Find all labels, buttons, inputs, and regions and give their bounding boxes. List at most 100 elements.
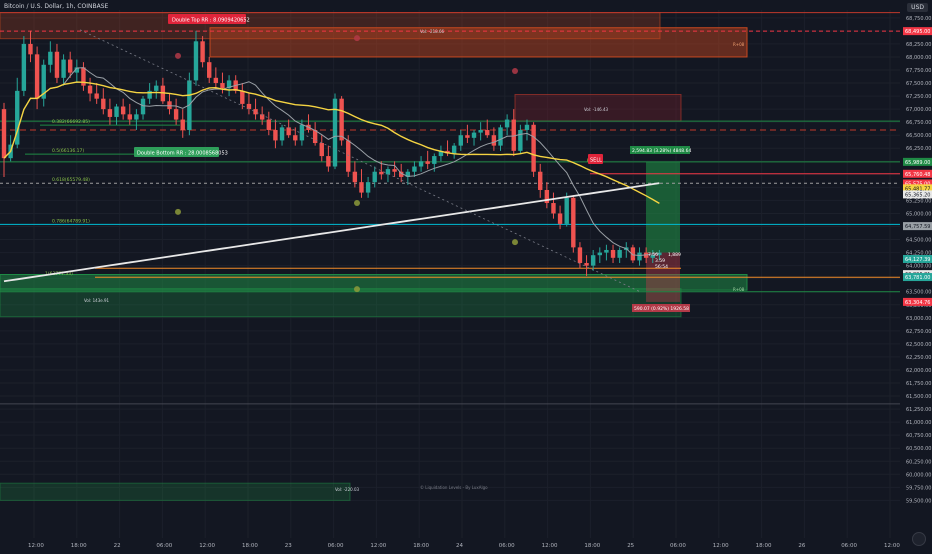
settings-gear-icon[interactable] (912, 532, 926, 546)
candle-body (54, 51, 60, 78)
sell-signal-bg (588, 154, 603, 164)
price-tick: 64,500.00 (906, 238, 931, 244)
time-tick: 24 (456, 543, 463, 549)
candle-body (319, 143, 324, 157)
candle-body (167, 101, 172, 110)
price-label: 65,989.00 (905, 160, 930, 166)
supply-zone (514, 94, 682, 122)
target-label-bg (630, 146, 690, 154)
time-tick: 06:00 (156, 543, 172, 549)
candle-body (352, 171, 358, 183)
candle-body (312, 129, 318, 144)
candle-body (584, 263, 589, 266)
price-label-bg (903, 222, 932, 231)
candle-body (590, 255, 596, 266)
candle-body (293, 135, 298, 141)
zones (0, 12, 748, 501)
double-bottom-label: Double Bottom RR : 28.0008568053 (137, 151, 228, 157)
price-tick: 62,500.00 (906, 342, 931, 348)
candle-body (418, 161, 424, 167)
candle-body (491, 135, 497, 146)
price-tick: 65,250.00 (906, 198, 931, 204)
price-label: 65,365.20 (905, 192, 930, 198)
candle-body (538, 171, 543, 190)
fib-label: 0.786(64789.91) (52, 218, 90, 224)
candle-body (385, 169, 391, 175)
time-axis: 12:00 18:00 22 06:00 12:00 18:00 23 06:00 12:00 1… (0, 538, 932, 550)
pivot-dot (354, 35, 360, 42)
candle-body (399, 171, 404, 177)
candle-body (147, 90, 152, 99)
time-tick: 18:00 (756, 543, 772, 549)
price-tick: 60,750.00 (906, 433, 931, 439)
candle-body (15, 90, 20, 145)
candles (1, 30, 662, 277)
demand-zone (0, 482, 351, 501)
candle-body (485, 129, 490, 136)
supply-zone (0, 12, 661, 40)
candle-body (266, 119, 271, 130)
candle-body (412, 166, 417, 172)
price-label-bg (903, 179, 932, 188)
candle-body (107, 109, 113, 117)
price-label-bg (903, 157, 932, 166)
position-box-text: 1,889 (668, 252, 681, 258)
candle-body (531, 124, 536, 172)
price-tick: 63,500.00 (906, 290, 931, 296)
demand-zone (0, 288, 682, 318)
price-tick: 68,250.00 (906, 42, 931, 48)
time-tick: 18:00 (71, 543, 87, 549)
candle-body (365, 182, 371, 193)
candle-body (127, 114, 132, 120)
time-tick: 18:00 (584, 543, 600, 549)
candle-body (114, 106, 119, 117)
time-tick: 23 (285, 543, 292, 549)
candle-body (551, 203, 556, 214)
candle-body (650, 255, 655, 258)
price-tick: 66,250.00 (906, 146, 931, 152)
candle-body (259, 114, 265, 120)
price-tick: 64,250.00 (906, 251, 931, 257)
fib-label: 0.5(66136.17) (52, 148, 84, 154)
price-label: 68,495.00 (905, 29, 930, 35)
time-axis-bg (0, 538, 932, 550)
candle-body (511, 119, 516, 151)
volume-label: Vol: -146.43 (584, 107, 608, 112)
time-tick: 06:00 (841, 543, 857, 549)
price-label: 65,760.48 (905, 172, 930, 178)
price-label-bg (903, 184, 932, 193)
candle-body (68, 59, 73, 73)
pivot-dot (512, 239, 518, 246)
candle-body (81, 67, 86, 86)
candle-body (154, 85, 159, 91)
candle-body (326, 156, 331, 167)
candle-body (87, 85, 93, 94)
candle-body (392, 169, 397, 172)
price-tick: 62,250.00 (906, 355, 931, 361)
candle-body (120, 106, 126, 115)
candle-body (597, 252, 602, 256)
candle-body (240, 90, 245, 104)
candle-body (544, 189, 550, 204)
candle-body (405, 171, 411, 177)
time-tick: 06:00 (499, 543, 515, 549)
candle-body (524, 124, 530, 130)
pivot-dot (175, 52, 181, 59)
stop-label: 590.07 (0.92%) 1926.58 (634, 306, 689, 312)
candle-body (577, 247, 583, 264)
candle-body (134, 114, 139, 120)
fib-label: 1(63777.33) (45, 271, 73, 277)
price-tick: 67,500.00 (906, 81, 931, 87)
price-tick: 63,000.00 (906, 316, 931, 322)
price-tick: 61,250.00 (906, 407, 931, 413)
candle-body (425, 161, 430, 164)
price-tick: 61,750.00 (906, 381, 931, 387)
currency-badge[interactable]: USD (907, 3, 928, 12)
candle-body (346, 140, 351, 172)
candle-body (557, 213, 563, 224)
price-label: 63,304.76 (905, 300, 930, 306)
price-tick: 67,250.00 (906, 94, 931, 100)
target-label: 2,594.83 (3.28%) 4848.64 (632, 148, 691, 154)
